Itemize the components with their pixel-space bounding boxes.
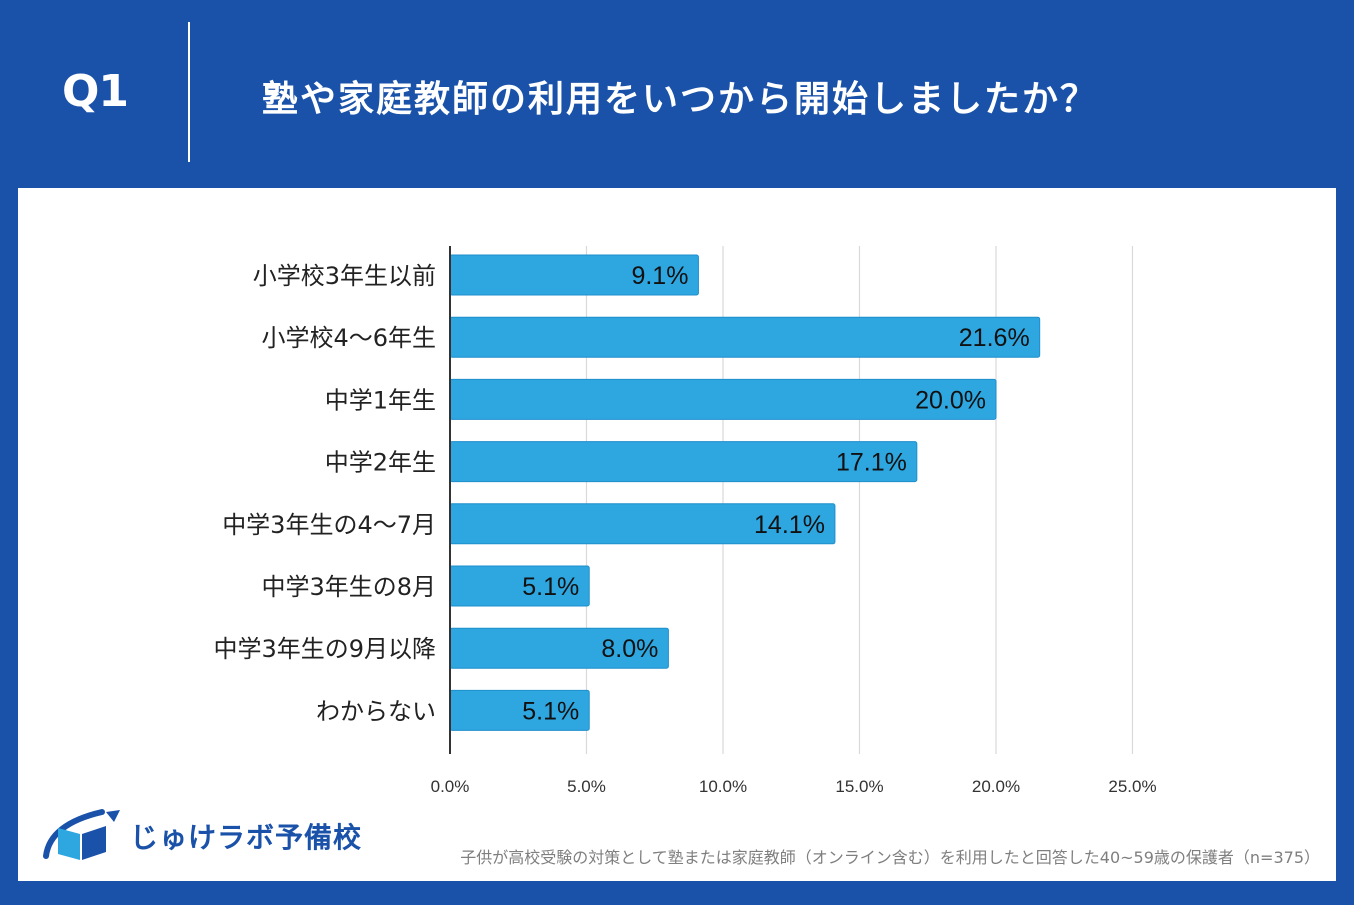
- category-label: 小学校4〜6年生: [261, 324, 436, 352]
- header: Q1 塾や家庭教師の利用をいつから開始しましたか？: [0, 0, 1354, 188]
- question-title: 塾や家庭教師の利用をいつから開始しましたか？: [262, 79, 1099, 120]
- data-label: 20.0%: [915, 386, 986, 414]
- bar: [449, 378, 997, 420]
- book-logo-icon: [43, 809, 120, 860]
- header-divider: [188, 22, 190, 162]
- data-label: 8.0%: [601, 635, 658, 663]
- category-label: 中学3年生の8月: [261, 573, 436, 601]
- x-tick-label: 10.0%: [699, 777, 747, 796]
- bar-chart: 0.0% 5.0% 10.0% 15.0% 20.0% 25.0% 9.1% 小学校3年生以前…: [213, 246, 1157, 796]
- x-tick-label: 25.0%: [1108, 777, 1156, 796]
- data-label: 5.1%: [522, 697, 579, 725]
- data-label: 14.1%: [754, 511, 825, 539]
- x-tick-label: 15.0%: [835, 777, 883, 796]
- data-label: 17.1%: [836, 449, 907, 477]
- brand-name: じゅけラボ予備校: [130, 821, 363, 854]
- category-label: 中学3年生の9月以降: [213, 635, 436, 663]
- category-label: 中学3年生の4〜7月: [222, 511, 436, 539]
- category-label: 中学1年生: [325, 386, 436, 414]
- chart-panel: 0.0% 5.0% 10.0% 15.0% 20.0% 25.0% 9.1% 小学校3年生以前…: [18, 188, 1336, 881]
- data-label: 9.1%: [631, 262, 688, 290]
- bar: [449, 316, 1041, 358]
- data-label: 5.1%: [522, 573, 579, 601]
- x-tick-label: 0.0%: [431, 777, 470, 796]
- category-label: 中学2年生: [325, 449, 436, 477]
- category-label: 小学校3年生以前: [253, 262, 436, 290]
- x-tick-label: 20.0%: [972, 777, 1020, 796]
- survey-footnote: 子供が高校受験の対策として塾または家庭教師（オンライン含む）を利用したと回答した…: [460, 848, 1320, 867]
- data-label: 21.6%: [959, 324, 1030, 352]
- brand-logo: じゅけラボ予備校: [40, 806, 363, 866]
- question-number: Q1: [62, 66, 129, 117]
- x-tick-label: 5.0%: [567, 777, 606, 796]
- category-label: わからない: [316, 697, 436, 725]
